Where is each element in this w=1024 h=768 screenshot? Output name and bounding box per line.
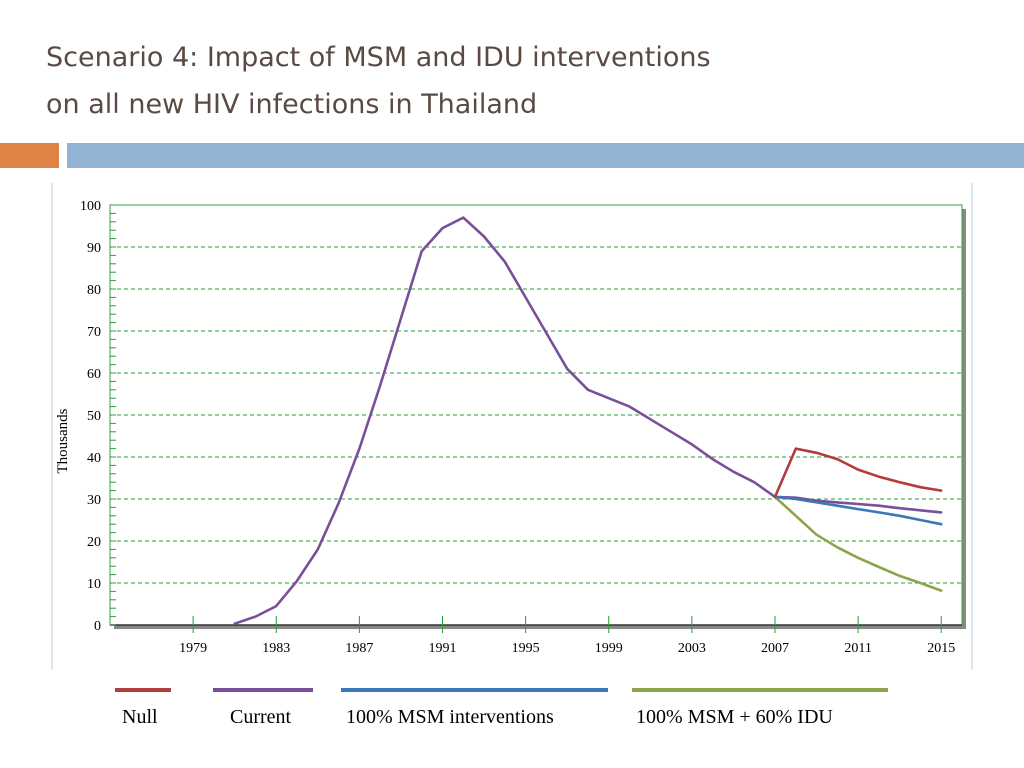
series-line-100-msm-interventions [773,495,943,526]
y-tick-labels: 0 10 20 30 40 50 60 70 80 90 100 [80,199,101,634]
x-tick-label: 1983 [262,641,290,656]
x-tick-label: 2003 [678,641,706,656]
y-tick-label: 20 [87,535,101,550]
legend-item: Null [115,688,171,728]
y-tick-label: 50 [87,409,101,424]
title-line-1: Scenario 4: Impact of MSM and IDU interv… [46,42,711,73]
x-tick-label: 1979 [179,641,207,656]
series-line-current [233,216,943,626]
x-tick-label: 2015 [927,641,955,656]
grid-lines [110,204,962,633]
y-tick-label: 100 [80,199,101,214]
legend-swatch [341,688,608,692]
accent-bar-orange [0,143,59,168]
legend-swatch [115,688,171,692]
y-tick-label: 70 [87,325,101,340]
chart-frame [51,183,973,670]
legend-label: 100% MSM interventions [346,706,554,728]
y-tick-label: 60 [87,367,101,382]
legend-label: Current [230,706,292,728]
legend-item: Current [213,688,313,728]
legend-label: Null [122,706,158,728]
y-tick-label: 90 [87,241,101,256]
y-axis-label: Thousands [55,408,71,473]
x-tick-label: 2007 [761,641,789,656]
legend-swatch [213,688,313,692]
legend-label: 100% MSM + 60% IDU [636,706,833,728]
title-line-2: on all new HIV infections in Thailand [46,89,538,120]
x-tick-label: 1999 [595,641,623,656]
slide-title: Scenario 4: Impact of MSM and IDU interv… [46,34,946,128]
y-tick-label: 40 [87,451,101,466]
x-tick-label: 1995 [512,641,540,656]
y-tick-label: 30 [87,493,101,508]
x-tick-label: 1991 [428,641,456,656]
x-tick-label: 2011 [844,641,871,656]
series-line-null [773,447,943,499]
y-tick-label: 0 [94,619,101,634]
legend-item: 100% MSM interventions [341,688,608,728]
legend-swatch [632,688,888,692]
y-tick-label: 10 [87,577,101,592]
legend-item: 100% MSM + 60% IDU [632,688,888,728]
series-line-100-msm-60-idu [773,495,943,592]
x-tick-labels: 1979 1983 1987 1991 1995 1999 2003 2007 2011 2015 [179,641,955,656]
accent-bar-blue [67,143,1024,168]
series-lines [233,216,943,626]
x-tick-label: 1987 [345,641,373,656]
y-tick-label: 80 [87,283,101,298]
